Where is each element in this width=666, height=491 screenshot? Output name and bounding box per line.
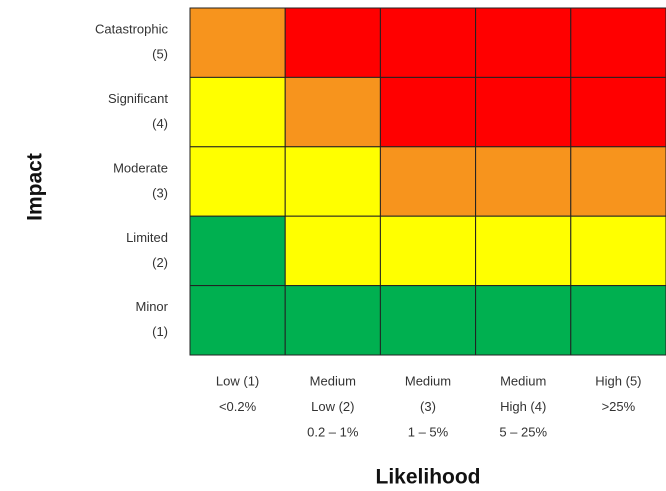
column-label: >25% bbox=[602, 399, 636, 414]
matrix-cell bbox=[189, 285, 286, 356]
row-label: (4) bbox=[152, 116, 168, 131]
matrix-cell bbox=[379, 285, 477, 356]
row-label: Minor bbox=[135, 299, 168, 314]
column-label: Medium bbox=[310, 373, 356, 388]
column-label: Medium bbox=[405, 373, 451, 388]
y-axis-title: Impact bbox=[24, 153, 47, 221]
row-label: Catastrophic bbox=[95, 22, 168, 37]
column-label: 5 – 25% bbox=[499, 424, 547, 439]
matrix-cell bbox=[189, 215, 286, 287]
matrix-cell bbox=[570, 146, 666, 217]
column-label: Low (1) bbox=[216, 373, 259, 388]
matrix-cell bbox=[379, 7, 477, 78]
matrix-cell bbox=[570, 7, 666, 78]
matrix-cell bbox=[570, 215, 666, 287]
row-label: Limited bbox=[126, 230, 168, 245]
matrix-cell bbox=[284, 285, 381, 356]
matrix-cell bbox=[189, 76, 286, 148]
column-label: <0.2% bbox=[219, 399, 257, 414]
column-label: (3) bbox=[420, 399, 436, 414]
column-label: High (4) bbox=[500, 399, 546, 414]
matrix-cell bbox=[475, 146, 572, 217]
column-label: 1 – 5% bbox=[408, 424, 449, 439]
row-label: Significant bbox=[108, 91, 168, 106]
column-label: 0.2 – 1% bbox=[307, 424, 359, 439]
matrix-cell bbox=[189, 7, 286, 78]
matrix-cell bbox=[189, 146, 286, 217]
x-axis-title: Likelihood bbox=[376, 466, 481, 489]
column-label: High (5) bbox=[595, 373, 641, 388]
matrix-cell bbox=[475, 76, 572, 148]
matrix-cell bbox=[570, 76, 666, 148]
row-label: (1) bbox=[152, 324, 168, 339]
row-label: (2) bbox=[152, 255, 168, 270]
matrix-cell bbox=[475, 215, 572, 287]
matrix-cell bbox=[284, 7, 381, 78]
matrix-cell bbox=[284, 215, 381, 287]
matrix-cell bbox=[379, 146, 477, 217]
matrix-cell bbox=[379, 215, 477, 287]
column-label: Low (2) bbox=[311, 399, 354, 414]
matrix-cell bbox=[379, 76, 477, 148]
matrix-cell bbox=[284, 146, 381, 217]
row-label: Moderate bbox=[113, 160, 168, 175]
matrix-cell bbox=[475, 7, 572, 78]
matrix-cell bbox=[284, 76, 381, 148]
row-label: (5) bbox=[152, 47, 168, 62]
column-label: Medium bbox=[500, 373, 546, 388]
matrix-cell bbox=[475, 285, 572, 356]
matrix-cell bbox=[570, 285, 666, 356]
row-label: (3) bbox=[152, 185, 168, 200]
